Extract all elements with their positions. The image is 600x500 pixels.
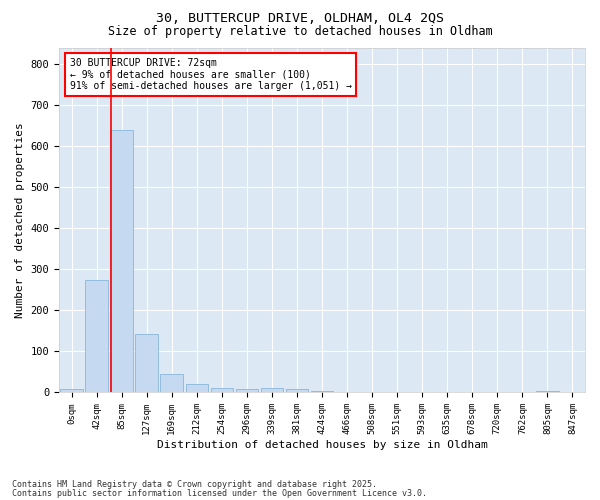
Bar [536, 391, 559, 392]
Text: Contains HM Land Registry data © Crown copyright and database right 2025.: Contains HM Land Registry data © Crown c… [12, 480, 377, 489]
Text: Size of property relative to detached houses in Oldham: Size of property relative to detached ho… [107, 25, 493, 38]
Bar [286, 389, 308, 392]
Bar [311, 391, 333, 392]
Bar [136, 334, 158, 392]
Bar [236, 389, 258, 392]
Bar [160, 374, 183, 392]
Bar [60, 389, 83, 392]
Bar [260, 388, 283, 392]
Text: Contains public sector information licensed under the Open Government Licence v3: Contains public sector information licen… [12, 488, 427, 498]
Y-axis label: Number of detached properties: Number of detached properties [15, 122, 25, 318]
Bar [185, 384, 208, 392]
Bar [211, 388, 233, 392]
Bar [110, 130, 133, 392]
Text: 30, BUTTERCUP DRIVE, OLDHAM, OL4 2QS: 30, BUTTERCUP DRIVE, OLDHAM, OL4 2QS [156, 12, 444, 26]
Bar [85, 280, 108, 392]
Text: 30 BUTTERCUP DRIVE: 72sqm
← 9% of detached houses are smaller (100)
91% of semi-: 30 BUTTERCUP DRIVE: 72sqm ← 9% of detach… [70, 58, 352, 91]
X-axis label: Distribution of detached houses by size in Oldham: Distribution of detached houses by size … [157, 440, 487, 450]
